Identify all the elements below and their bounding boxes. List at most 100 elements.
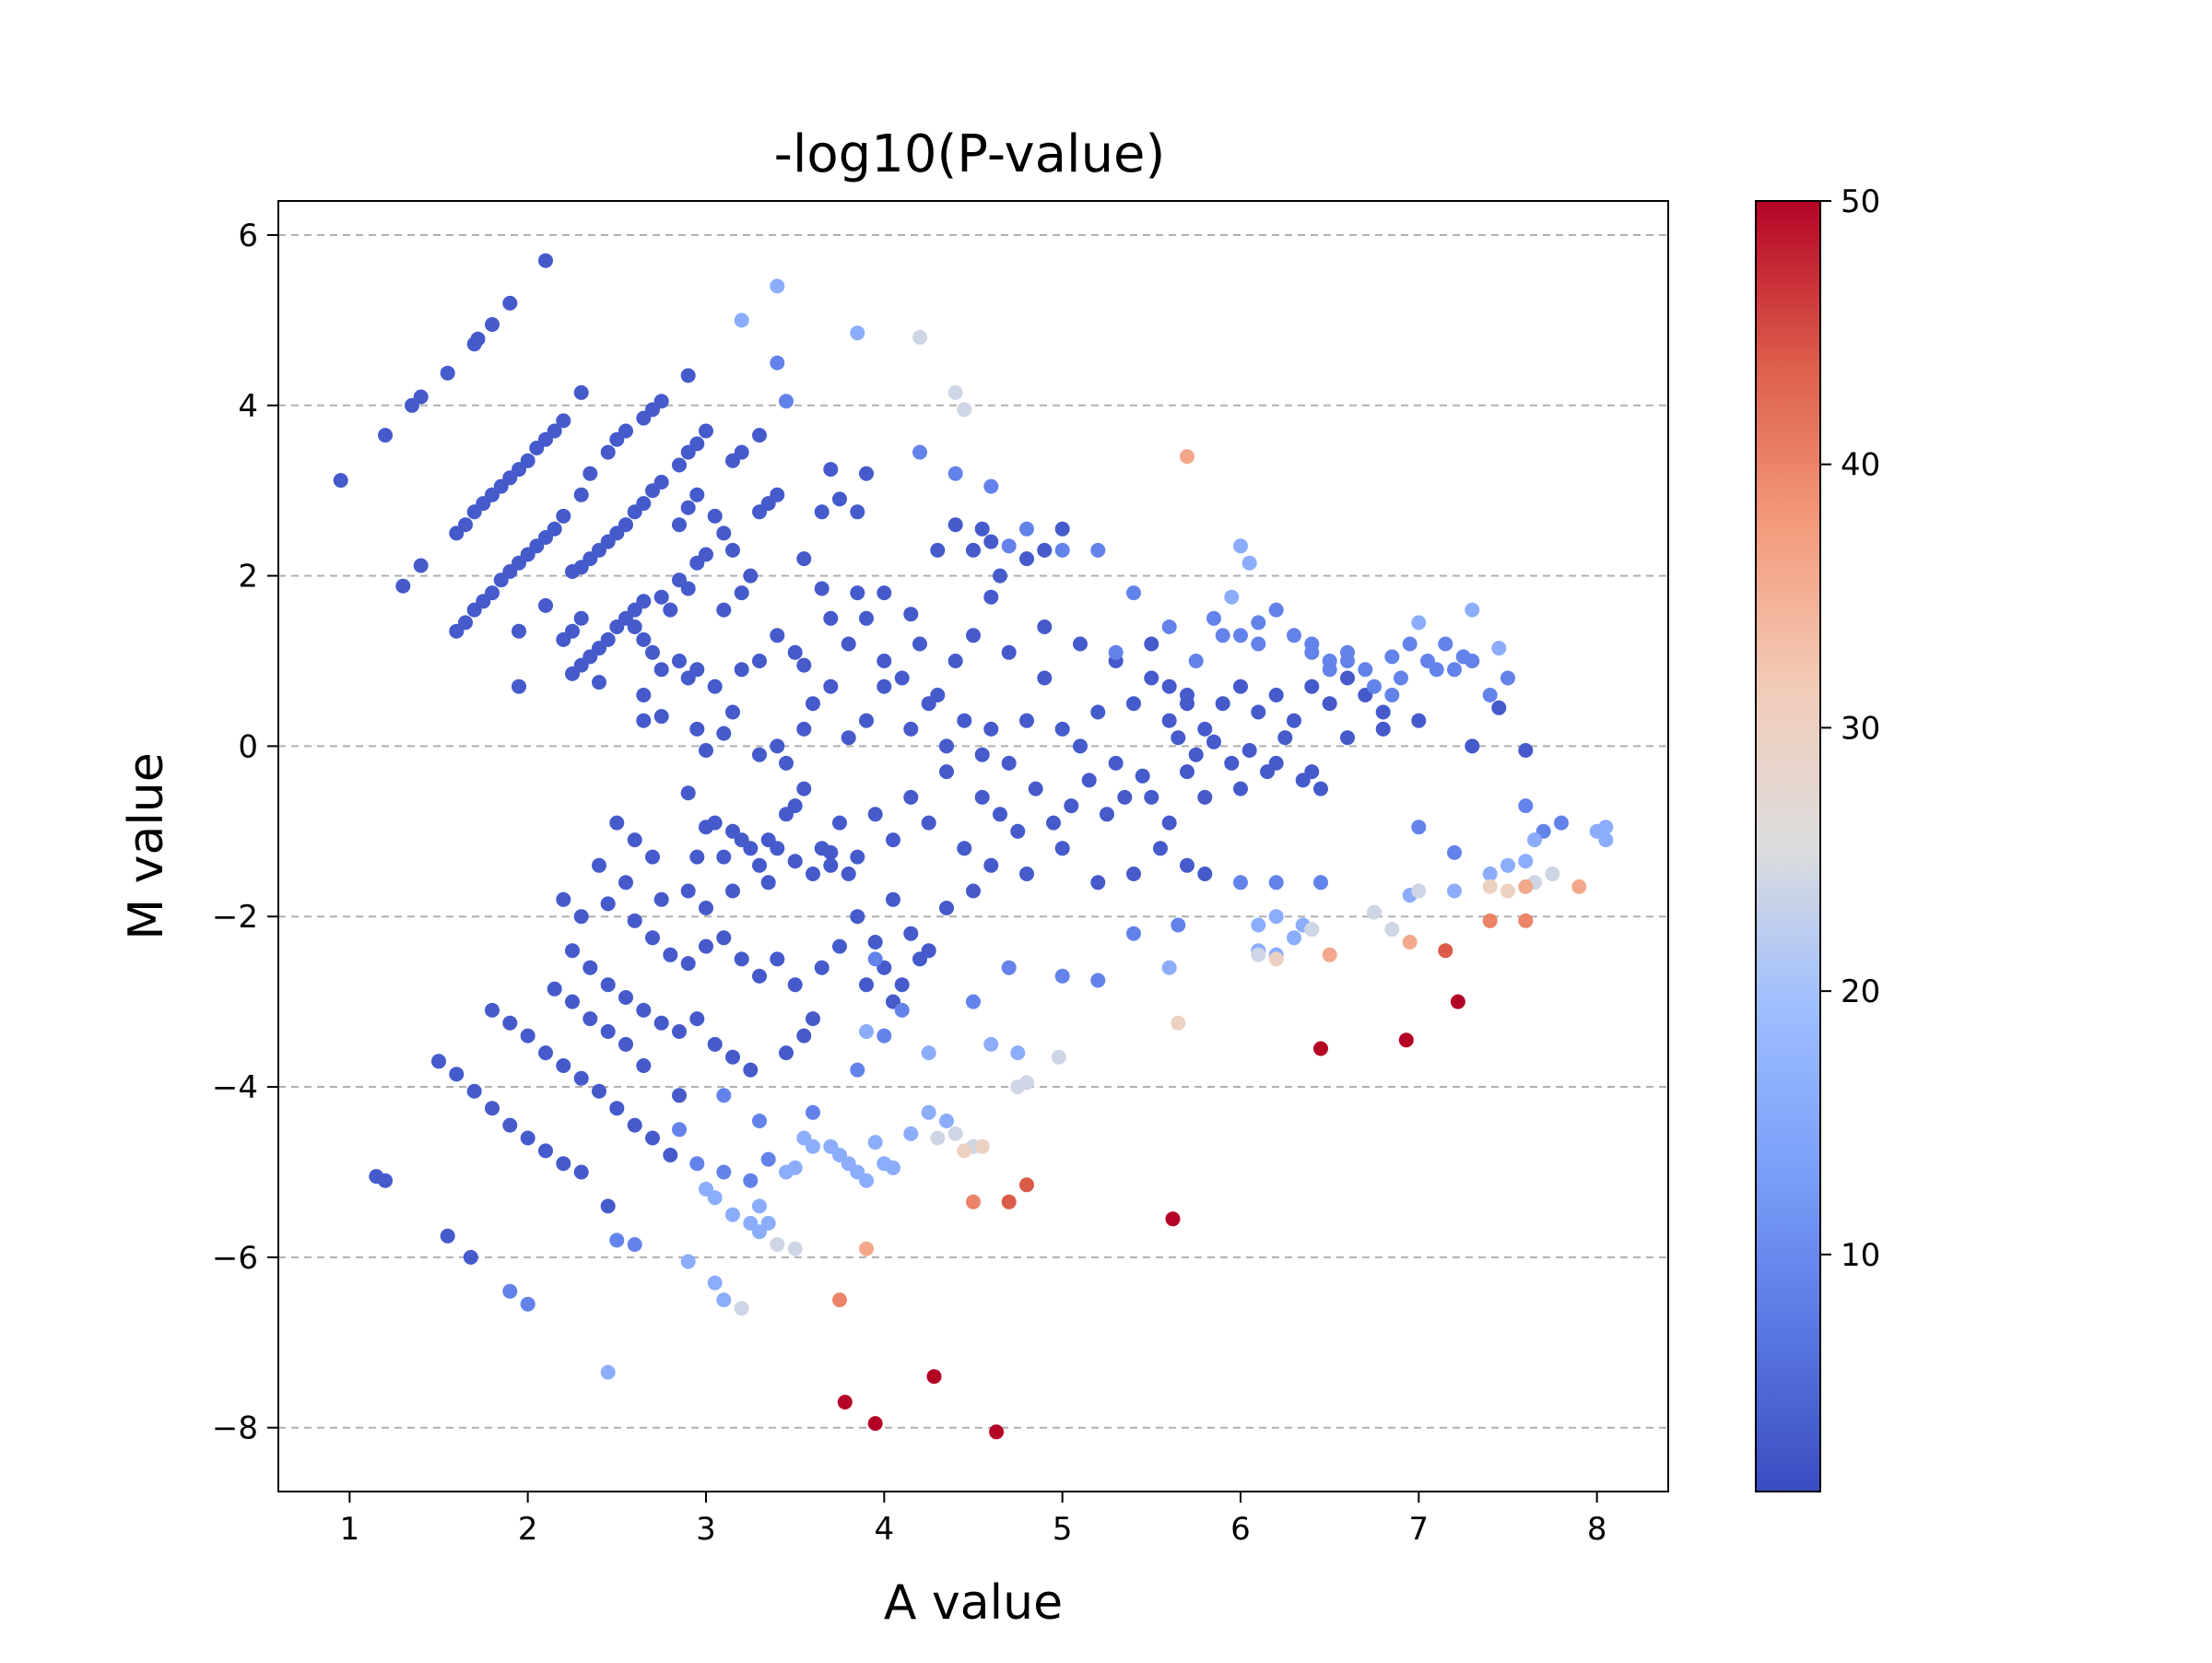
scatter-point: [1100, 807, 1114, 822]
scatter-point: [689, 436, 705, 452]
colorbar-tick-label: 30: [1841, 710, 1880, 747]
scatter-point: [1090, 704, 1106, 720]
scatter-point: [1188, 747, 1204, 762]
scatter-point: [1313, 875, 1328, 890]
scatter-point: [458, 615, 473, 631]
scatter-point: [716, 602, 732, 618]
scatter-point: [832, 938, 847, 954]
scatter-point: [485, 585, 500, 601]
scatter-point: [1482, 879, 1498, 894]
scatter-point: [850, 909, 865, 925]
x-tick-label: 7: [1409, 1511, 1430, 1548]
scatter-point: [573, 1070, 589, 1086]
scatter-point: [1215, 628, 1230, 643]
scatter-point: [1447, 844, 1462, 860]
scatter-point: [930, 542, 946, 558]
scatter-point: [1268, 951, 1284, 967]
scatter-point: [689, 849, 705, 865]
scatter-point: [823, 844, 839, 860]
scatter-point: [378, 1173, 393, 1188]
scatter-point: [538, 253, 553, 268]
scatter-point: [867, 1135, 883, 1150]
scatter-point: [921, 1045, 936, 1061]
plot-frame: [277, 200, 1669, 1492]
scatter-point: [1398, 1032, 1414, 1048]
scatter-point: [1126, 585, 1141, 601]
scatter-point: [653, 589, 669, 605]
scatter-point: [502, 295, 518, 311]
scatter-point: [1304, 644, 1320, 660]
scatter-point: [1108, 644, 1124, 660]
scatter-point: [877, 1028, 892, 1044]
scatter-point: [752, 654, 767, 668]
scatter-point: [1135, 768, 1150, 784]
scatter-point: [734, 313, 749, 328]
scatter-point: [716, 725, 732, 741]
scatter-point: [752, 747, 767, 762]
scatter-point: [395, 578, 411, 594]
scatter-point: [680, 785, 696, 801]
scatter-point: [947, 384, 963, 400]
scatter-point: [449, 1067, 465, 1082]
scatter-point: [912, 636, 927, 652]
scatter-point: [653, 394, 669, 409]
scatter-point: [600, 1198, 616, 1214]
scatter-point: [1571, 879, 1587, 894]
scatter-point: [947, 654, 963, 668]
scatter-point: [787, 854, 803, 869]
scatter-point: [592, 675, 606, 690]
scatter-point: [672, 457, 687, 473]
scatter-point: [806, 696, 820, 712]
scatter-point: [1518, 854, 1534, 869]
scatter-point: [556, 508, 571, 524]
y-tick-label: −4: [212, 1069, 258, 1106]
scatter-point: [1313, 781, 1328, 796]
scatter-point: [431, 1054, 446, 1069]
scatter-point: [939, 738, 954, 754]
scatter-point: [1064, 798, 1079, 814]
scatter-point: [1268, 602, 1284, 618]
scatter-point: [1019, 551, 1034, 567]
scatter-point: [609, 815, 625, 831]
scatter-point: [1233, 538, 1248, 554]
scatter-point: [1073, 738, 1088, 754]
scatter-point: [770, 355, 785, 371]
scatter-point: [989, 1424, 1005, 1440]
scatter-point: [672, 517, 687, 533]
scatter-point: [993, 807, 1007, 822]
scatter-point: [600, 1024, 616, 1039]
scatter-point: [680, 883, 696, 899]
scatter-point: [466, 1083, 482, 1099]
scatter-point: [1455, 649, 1471, 665]
scatter-point: [333, 473, 348, 489]
scatter-point: [1010, 1045, 1026, 1061]
scatter-point: [1090, 973, 1106, 988]
scatter-point: [485, 317, 500, 332]
scatter-point: [734, 444, 749, 460]
scatter-point: [903, 1126, 919, 1141]
scatter-point: [653, 891, 669, 907]
scatter-point: [1090, 875, 1106, 890]
scatter-point: [470, 331, 486, 347]
scatter-point: [1322, 947, 1337, 962]
scatter-point: [1028, 781, 1043, 796]
scatter-point: [556, 1058, 571, 1073]
scatter-point: [1384, 922, 1400, 938]
scatter-point: [1322, 696, 1337, 712]
scatter-point: [1233, 875, 1248, 890]
scatter-point: [787, 798, 803, 814]
scatter-point: [716, 525, 732, 541]
scatter-point: [725, 704, 740, 720]
scatter-point: [1126, 696, 1141, 712]
scatter-point: [1090, 542, 1106, 558]
scatter-point: [609, 1233, 625, 1248]
scatter-point: [760, 1151, 776, 1167]
x-tick-label: 6: [1230, 1511, 1251, 1548]
scatter-point: [636, 496, 652, 512]
colorbar-tick-label: 50: [1841, 183, 1880, 220]
scatter-point: [1402, 636, 1418, 652]
scatter-point: [760, 875, 776, 890]
y-tick-label: −8: [212, 1410, 258, 1447]
scatter-point: [618, 517, 633, 533]
scatter-point: [1019, 1075, 1034, 1091]
